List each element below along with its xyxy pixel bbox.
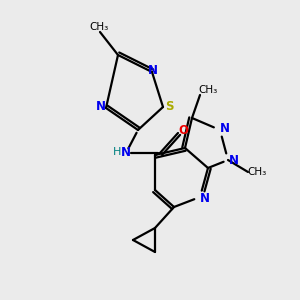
Text: N: N bbox=[96, 100, 106, 113]
Text: CH₃: CH₃ bbox=[198, 85, 218, 95]
Text: CH₃: CH₃ bbox=[248, 167, 267, 177]
Text: N: N bbox=[200, 193, 210, 206]
Text: N: N bbox=[121, 146, 131, 160]
Text: S: S bbox=[165, 100, 173, 112]
Text: N: N bbox=[229, 154, 239, 167]
Text: O: O bbox=[178, 124, 188, 137]
Text: N: N bbox=[148, 64, 158, 77]
Text: CH₃: CH₃ bbox=[89, 22, 109, 32]
Text: H: H bbox=[113, 147, 121, 157]
Text: N: N bbox=[220, 122, 230, 134]
